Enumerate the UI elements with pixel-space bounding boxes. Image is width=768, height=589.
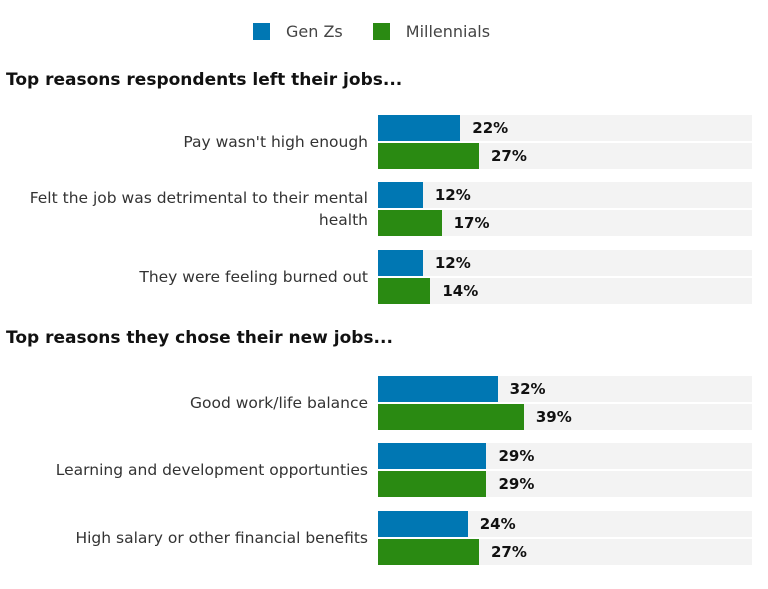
data-label: 12%	[434, 254, 471, 272]
bar-track	[378, 278, 752, 304]
bar-track	[378, 250, 752, 276]
bar-millennials	[378, 143, 479, 169]
bar-gen-zs	[378, 115, 461, 141]
legend: Gen Zs Millennials	[253, 22, 520, 41]
data-label: 14%	[442, 282, 479, 300]
data-label: 29%	[498, 447, 535, 465]
bar-gen-zs	[378, 511, 468, 537]
section-heading: Top reasons they chose their new jobs...	[6, 328, 393, 348]
legend-label: Gen Zs	[286, 22, 343, 41]
data-label: 12%	[434, 186, 471, 204]
legend-swatch-gen-zs	[253, 23, 270, 40]
category-label: Good work/life balance	[189, 394, 368, 412]
bar-millennials	[378, 471, 487, 497]
data-label: 29%	[498, 475, 535, 493]
bar-gen-zs	[378, 376, 498, 402]
legend-item-millennials: Millennials	[372, 22, 491, 41]
data-label: 27%	[490, 543, 527, 561]
bar-millennials	[378, 210, 442, 236]
data-label: 22%	[472, 119, 509, 137]
data-label: 27%	[490, 147, 527, 165]
legend-item-gen-zs: Gen Zs	[253, 22, 343, 41]
data-label: 24%	[479, 515, 516, 533]
bar-gen-zs	[378, 443, 487, 469]
data-label: 32%	[509, 380, 546, 398]
bar-millennials	[378, 539, 479, 565]
data-label: 39%	[535, 408, 572, 426]
bar-gen-zs	[378, 250, 423, 276]
bar-millennials	[378, 404, 524, 430]
legend-label: Millennials	[405, 22, 491, 41]
category-label: Learning and development opportunties	[55, 461, 368, 479]
category-label: Pay wasn't high enough	[183, 133, 368, 151]
data-label: 17%	[453, 214, 490, 232]
legend-swatch-millennials	[372, 23, 390, 40]
bar-millennials	[378, 278, 431, 304]
bar-gen-zs	[378, 182, 423, 208]
section-heading: Top reasons respondents left their jobs.…	[6, 70, 403, 90]
category-label: High salary or other financial benefits	[75, 529, 368, 547]
category-label: Felt the job was detrimental to their me…	[29, 189, 368, 229]
category-label: They were feeling burned out	[139, 268, 368, 286]
bar-track	[378, 182, 752, 208]
